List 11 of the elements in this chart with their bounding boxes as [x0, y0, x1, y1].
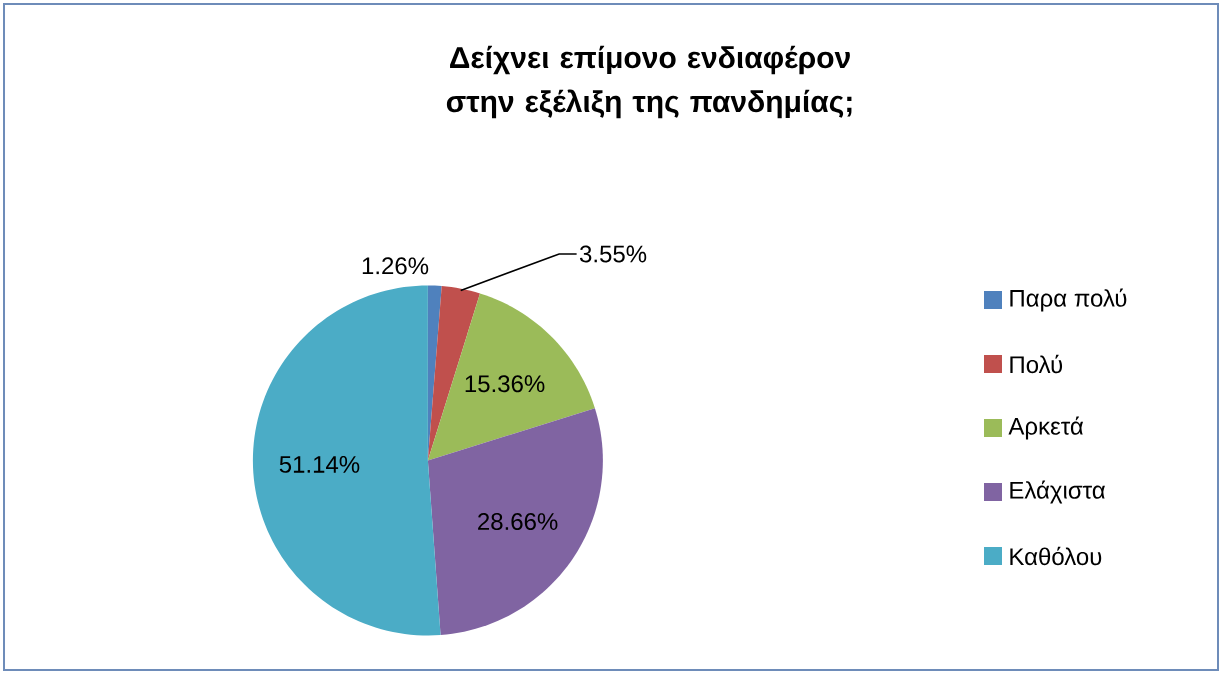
legend-label: Ελάχιστα — [1010, 480, 1105, 504]
legend-label: Πολύ — [1010, 354, 1063, 374]
data-label: 3.55% — [579, 245, 647, 263]
legend-label: Καθόλου — [1010, 546, 1102, 566]
legend-label: Παρα πολύ — [1010, 288, 1127, 312]
legend-label: Αρκετά — [1008, 416, 1084, 440]
data-label: 1.26% — [362, 257, 429, 275]
data-label: 51.14% — [279, 455, 360, 473]
chart-title: Δείχνει επίμονο ενδιαφέρον στην εξέλιξη της πανδημίας; — [446, 45, 852, 119]
data-label: 28.66% — [478, 513, 558, 531]
data-label: 15.36% — [465, 375, 545, 393]
